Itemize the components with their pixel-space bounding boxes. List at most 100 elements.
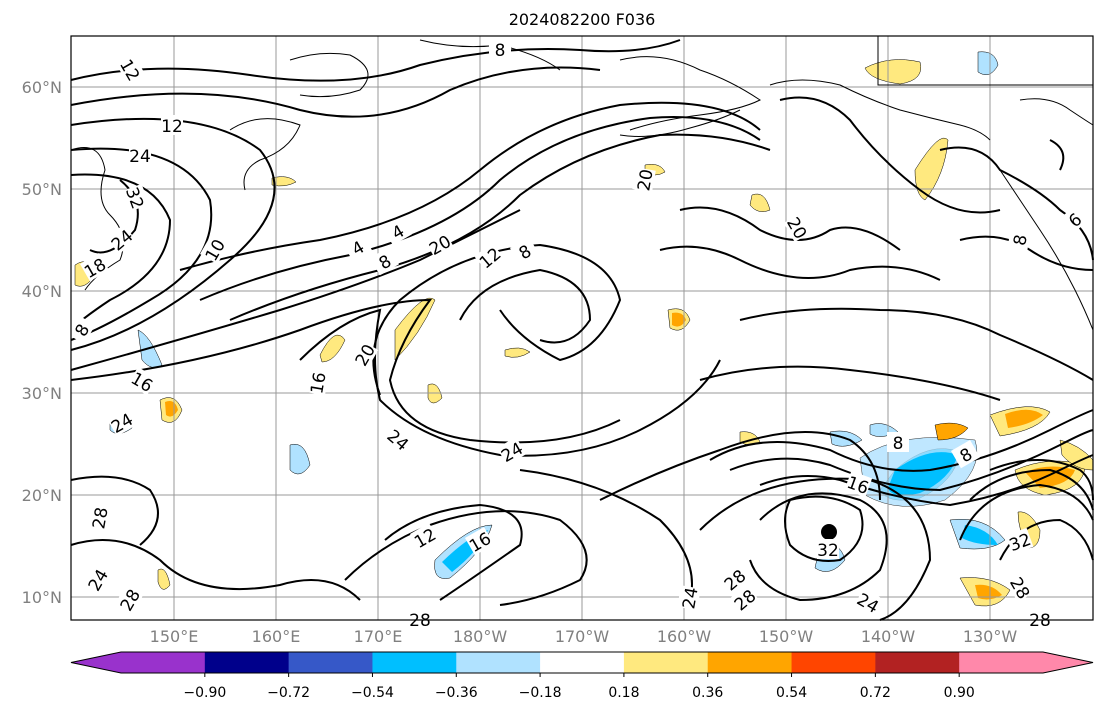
contour-label-bg [342,232,373,262]
lon-tick-label: 180°W [453,627,508,646]
contour-label-bg [161,115,183,135]
colorbar-outline [70,651,1094,674]
geopotential-contours [70,39,1094,621]
colorbar-tick-label: 0.54 [776,685,807,701]
contour-label-bg [116,54,146,85]
colorbar-extend-high [1042,652,1093,673]
contour-label: 8 [893,434,904,454]
contour-label-bg [887,432,909,452]
contour-label: 8 [495,41,506,61]
contour-label-bg [382,216,413,246]
colorbar-segment [288,652,373,673]
lon-tick-label: 160°E [252,627,301,646]
contour-label: 28 [1029,611,1051,631]
contour-label: 8 [1010,233,1032,247]
contour-label: 32 [817,541,839,561]
lon-tick-label: 170°W [555,627,610,646]
colorbar-segment [959,652,1044,673]
contour-label-bg [114,584,144,615]
lat-tick-label: 20°N [22,486,62,505]
lat-tick-label: 40°N [22,282,62,301]
colorbar-tick-label: −0.54 [351,685,394,701]
colorbar-tick-label: −0.90 [183,685,226,701]
colorbar-segment [707,652,793,673]
contour-label: 24 [129,147,151,167]
contour-label-bg [383,424,414,454]
contour-label-bg [950,439,981,469]
colorbar: −0.90 −0.72 −0.54 −0.36 −0.18 0.18 0.36 0.54 0.7… [70,651,1094,701]
colorbar-segment [540,652,625,673]
contour-label: 12 [161,117,183,137]
contour-label-bg [677,585,701,611]
lon-tick-label: 130°W [963,627,1018,646]
contour-label-bg [817,539,839,559]
contour-label-bg [1005,527,1034,555]
contour-label-bg [349,339,379,370]
lat-tick-label: 10°N [22,588,62,607]
contour-label: 28 [409,611,431,631]
lon-tick-label: 150°W [759,627,814,646]
contour-label-bg [1007,227,1031,253]
contour-label-bg [464,526,495,556]
map-title: 2024082200 F036 [509,10,656,29]
contour-label: 16 [307,371,330,396]
contour-label: 20 [634,168,657,193]
latitude-tick-labels: 60°N 50°N 40°N 30°N 20°N 10°N [22,78,62,607]
contour-label-bg [369,246,400,276]
contour-label-bg [729,584,760,614]
lat-tick-label: 60°N [22,78,62,97]
lon-tick-label: 140°W [861,627,916,646]
contour-label-bg [632,167,656,193]
contour-label-bg [844,470,873,498]
colorbar-segment [456,652,541,673]
contour-label-bg [783,212,813,243]
longitude-tick-labels: 150°E 160°E 170°E 180°W 170°W 160°W 150°W 140°W… [150,627,1018,646]
contour-label-bg [474,242,505,272]
lat-tick-label: 30°N [22,384,62,403]
colorbar-tick-label: 0.36 [692,685,723,701]
contour-label-bg [1006,572,1036,603]
contour-label-bg [82,564,112,595]
colorbar-tick-label: 0.90 [944,685,975,701]
colorbar-tick-label: −0.72 [267,685,310,701]
colorbar-segment [204,652,290,673]
contour-label-bg [129,145,151,165]
contour-label-bg [719,564,750,594]
contour-label-bg [106,224,137,254]
storm-center-marker [821,524,837,540]
colorbar-segment [623,652,709,673]
contour-label: 28 [89,506,112,531]
contour-label-bg [87,505,111,531]
contour-label-bg [853,587,884,617]
lon-tick-label: 150°E [150,627,199,646]
colorbar-extend-low [71,652,122,673]
contour-label-bg [489,39,511,59]
lon-tick-label: 160°W [657,627,712,646]
colorbar-tick-label: 0.72 [860,685,891,701]
contour-label-bg [199,234,229,265]
contour-label: 24 [679,586,702,611]
contour-label-bg [409,522,440,552]
colorbar-segment [121,652,206,673]
contour-label-bg [1029,609,1051,629]
contour-label-bg [106,407,137,437]
lat-tick-label: 50°N [22,180,62,199]
contour-label-bg [496,436,527,466]
contour-label-bg [66,314,96,345]
colorbar-tick-label: −0.36 [435,685,478,701]
lon-tick-label: 170°E [354,627,403,646]
colorbar-segment [372,652,457,673]
colorbar-tick-label: 0.18 [608,685,639,701]
contour-label-bg [409,609,431,629]
contour-label-bg [1059,204,1090,234]
contour-label-bg [305,370,329,396]
contour-label-bg [127,366,158,396]
colorbar-segment [791,652,876,673]
contour-label-bg [509,236,540,266]
colorbar-tick-label: −0.18 [519,685,562,701]
contour-label-bg [424,229,455,259]
contour-label-bg [79,252,110,282]
